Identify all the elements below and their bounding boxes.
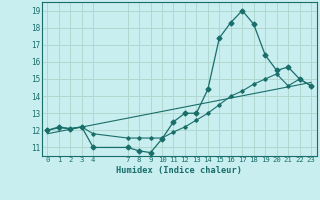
X-axis label: Humidex (Indice chaleur): Humidex (Indice chaleur): [116, 166, 242, 175]
